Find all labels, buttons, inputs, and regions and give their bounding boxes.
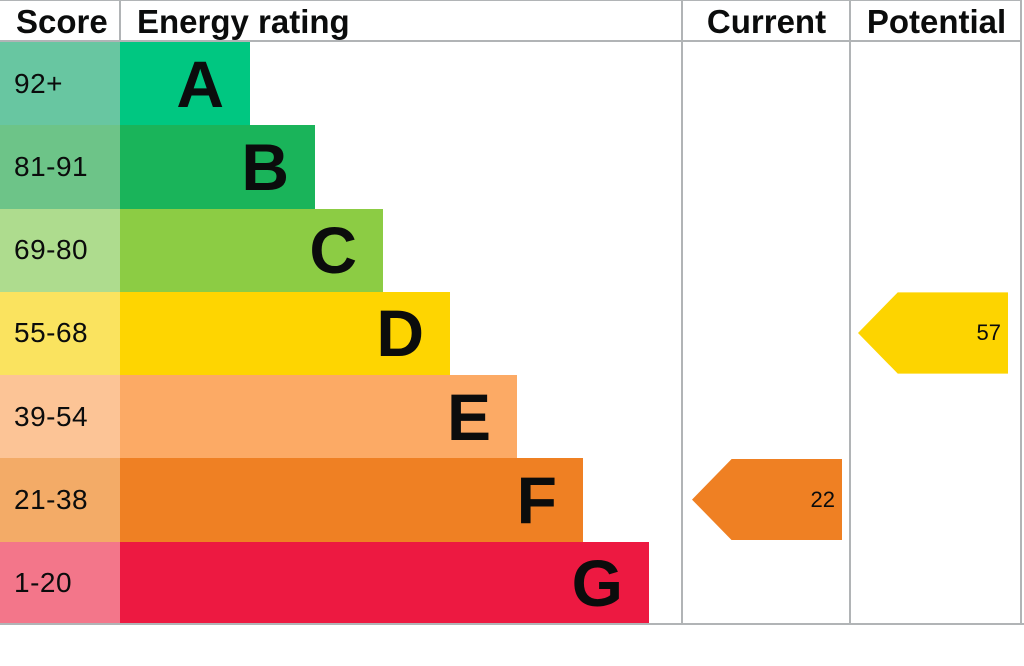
band-row: 92+ A — [0, 42, 1024, 126]
band-row: 21-38 F — [0, 458, 1024, 542]
band-letter: G — [571, 546, 623, 621]
right-border-line — [1020, 0, 1022, 625]
score-column-header: Score — [16, 2, 108, 40]
chart-bottom-border-line — [0, 623, 1024, 625]
band-bar: F — [120, 458, 583, 542]
current-column-left-line — [681, 0, 683, 625]
top-border-line — [0, 0, 1022, 1]
band-bar: E — [120, 375, 517, 459]
band-score-range: 81-91 — [0, 125, 120, 209]
band-score-range: 92+ — [0, 42, 120, 126]
band-letter: E — [446, 379, 491, 454]
band-row: 1-20 G — [0, 541, 1024, 625]
current-rating-value: 22 — [810, 486, 835, 512]
potential-column-left-line — [849, 0, 851, 625]
energy-rating-column-header: Energy rating — [137, 2, 350, 40]
band-score-range: 21-38 — [0, 458, 120, 542]
current-column-header: Current — [706, 2, 827, 40]
band-row: 81-91 B — [0, 125, 1024, 209]
band-row: 55-68 D — [0, 291, 1024, 376]
header-bottom-border-line — [0, 40, 1022, 42]
band-bar: G — [120, 541, 649, 625]
potential-column-header: Potential — [866, 2, 1007, 40]
band-letter: B — [241, 129, 289, 204]
band-bar: A — [120, 42, 250, 126]
band-bar: B — [120, 125, 315, 209]
potential-rating-value: 57 — [976, 319, 1001, 345]
band-bar: C — [120, 208, 383, 292]
band-score-range: 55-68 — [0, 291, 120, 376]
band-row: 39-54 E — [0, 375, 1024, 459]
band-letter: A — [176, 46, 224, 121]
band-bar: D — [120, 291, 450, 376]
band-letter: C — [309, 213, 357, 288]
band-letter: D — [376, 296, 424, 371]
band-row: 69-80 C — [0, 208, 1024, 292]
band-score-range: 39-54 — [0, 375, 120, 459]
band-score-range: 1-20 — [0, 541, 120, 625]
band-score-range: 69-80 — [0, 208, 120, 292]
score-column-divider-line — [119, 0, 121, 42]
band-letter: F — [516, 463, 557, 538]
